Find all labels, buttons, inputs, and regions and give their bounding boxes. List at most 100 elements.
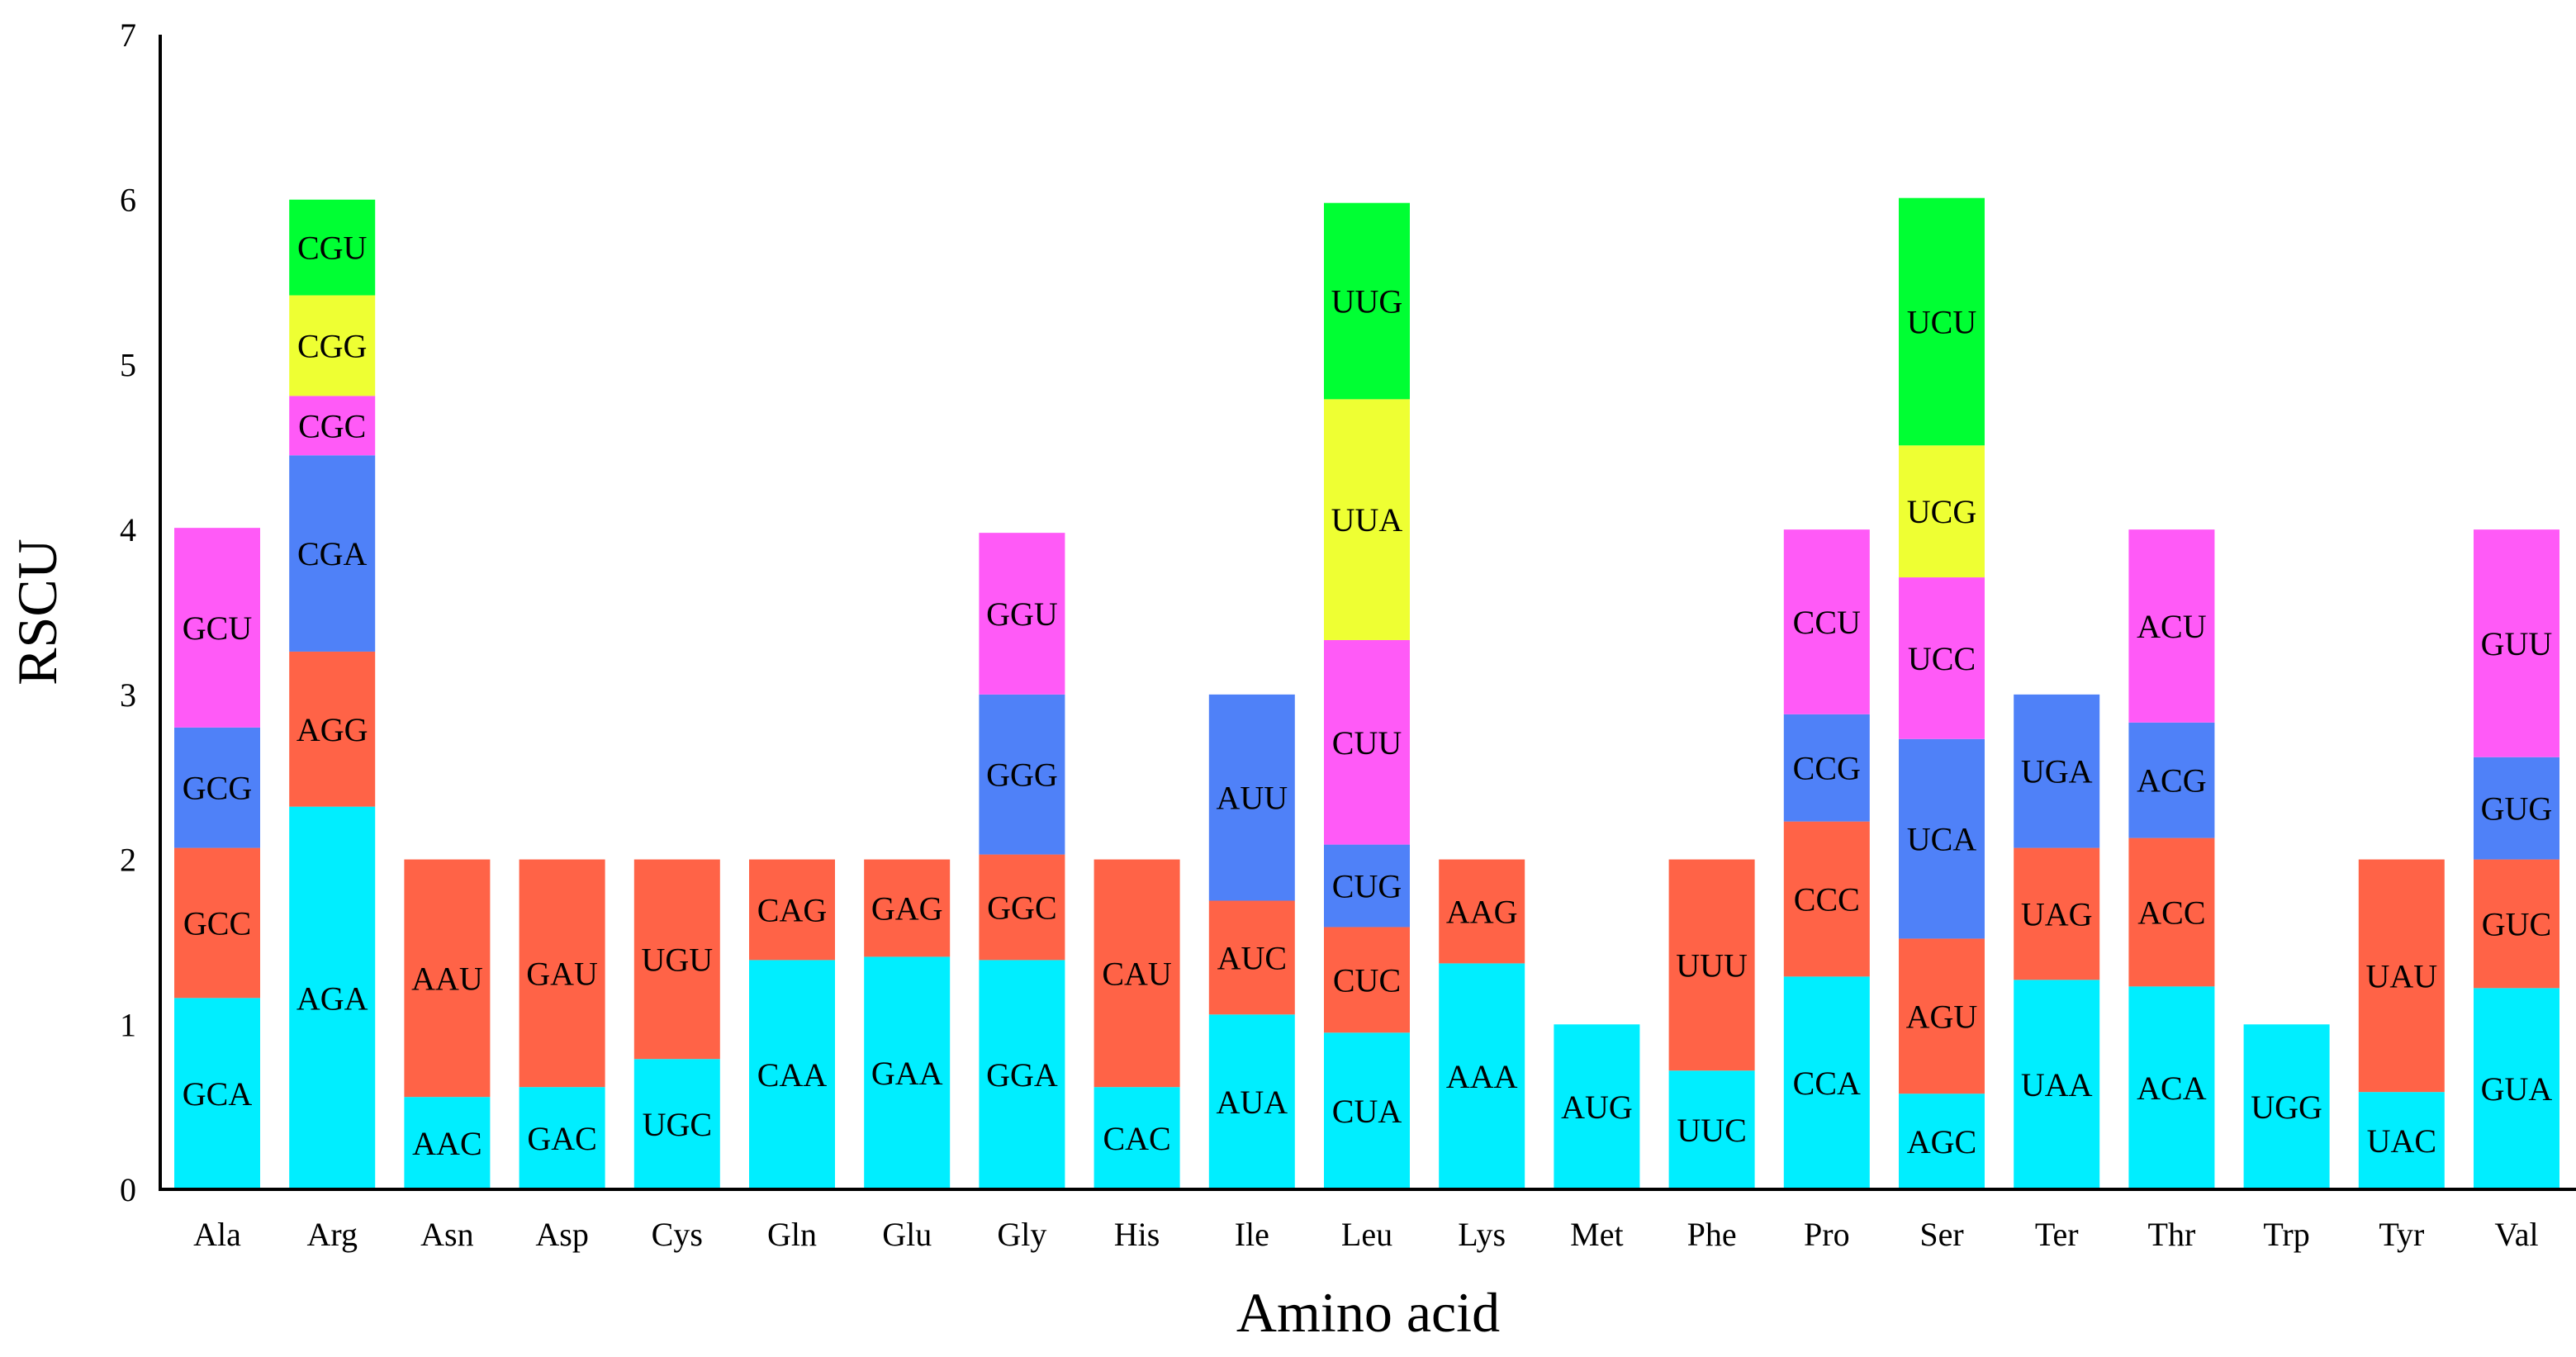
bar-segment-cgu — [289, 199, 376, 296]
segment-label-uca: UCA — [1907, 821, 1977, 858]
bar-segment-aca — [2128, 986, 2215, 1189]
bar-val: GUA GUC GUG GUU — [2474, 529, 2559, 1189]
segment-label-cca: CCA — [1793, 1065, 1861, 1102]
segment-label-aug: AUG — [1561, 1089, 1633, 1126]
x-tick-label-thr: Thr — [2148, 1216, 2196, 1253]
bar-segment-ugg — [2243, 1024, 2330, 1189]
bar-segment-agc — [1899, 1094, 1985, 1189]
bar-segment-uac — [2358, 1092, 2445, 1189]
x-tick-label-ser: Ser — [1919, 1216, 1963, 1253]
x-tick-label-gly: Gly — [997, 1216, 1046, 1253]
y-axis-title: RSCU — [6, 539, 69, 686]
segment-label-aau: AAU — [411, 960, 483, 997]
x-tick-label-val: Val — [2494, 1216, 2538, 1253]
bar-segment-guu — [2474, 529, 2559, 757]
x-tick-label-tyr: Tyr — [2379, 1216, 2424, 1253]
bar-segment-gca — [174, 998, 260, 1189]
y-tick-label: 3 — [120, 676, 136, 714]
bar-segment-gaa — [864, 956, 951, 1189]
bar-segment-aua — [1208, 1014, 1295, 1189]
segment-label-cau: CAU — [1102, 955, 1172, 992]
segment-label-cga: CGA — [297, 535, 368, 572]
bar-segment-aaa — [1439, 963, 1525, 1189]
bar-segment-uca — [1899, 738, 1985, 939]
bar-phe: UUC UUU — [1668, 859, 1755, 1189]
bar-segment-gag — [864, 859, 951, 957]
bars-layer: GCAGCCGCGGCUAGAAGGCGACGCCGGCGUAACAAUGACG… — [174, 197, 2559, 1189]
segment-label-ucc: UCC — [1908, 640, 1976, 677]
segment-label-acu: ACU — [2137, 608, 2207, 645]
y-tick-label: 0 — [120, 1171, 136, 1208]
x-tick-label-pro: Pro — [1804, 1216, 1850, 1253]
bar-segment-cca — [1783, 976, 1870, 1189]
segment-label-aca: ACA — [2137, 1070, 2207, 1107]
segment-label-gac: GAC — [527, 1120, 596, 1157]
y-tick-label: 6 — [120, 182, 136, 219]
segment-label-ggg: GGG — [986, 757, 1058, 794]
segment-label-ccu: CCU — [1793, 604, 1861, 641]
segment-label-agu: AGU — [1906, 998, 1978, 1035]
segment-label-aac: AAC — [412, 1125, 482, 1162]
segment-label-gcu: GCU — [183, 610, 253, 647]
bar-segment-uuu — [1668, 859, 1755, 1071]
x-tick-label-leu: Leu — [1341, 1216, 1392, 1253]
bar-segment-ggc — [979, 854, 1065, 961]
bar-segment-gua — [2474, 988, 2559, 1189]
bar-segment-aag — [1439, 859, 1525, 964]
bar-segment-cgc — [289, 396, 376, 456]
segment-label-uau: UAU — [2365, 957, 2437, 994]
segment-label-acg: ACG — [2137, 762, 2206, 799]
y-tick-label: 1 — [120, 1006, 136, 1043]
bar-segment-uga — [2014, 694, 2100, 848]
x-tick-label-met: Met — [1570, 1216, 1623, 1253]
segment-label-uuu: UUU — [1676, 947, 1748, 984]
segment-label-ccg: CCG — [1793, 750, 1861, 787]
x-tick-label-arg: Arg — [306, 1216, 357, 1253]
bar-ser: AGC AGU UCA UCC UCG UCU — [1899, 197, 1985, 1189]
bar-segment-ugc — [633, 1059, 720, 1189]
bar-segment-ucc — [1899, 577, 1985, 739]
segment-label-auu: AUU — [1216, 780, 1288, 817]
bar-segment-caa — [749, 960, 835, 1189]
bar-thr: ACA ACC ACG ACU — [2128, 529, 2215, 1189]
bar-segment-auu — [1208, 694, 1295, 901]
bar-segment-acu — [2128, 529, 2215, 723]
segment-label-cgg: CGG — [297, 327, 367, 364]
bar-segment-gcu — [174, 528, 260, 728]
segment-label-uga: UGA — [2021, 753, 2093, 790]
bar-segment-uaa — [2014, 980, 2100, 1189]
segment-label-uug: UUG — [1331, 283, 1403, 320]
bar-segment-uug — [1324, 202, 1410, 400]
bar-segment-ccu — [1783, 529, 1870, 714]
segment-label-aag: AAG — [1446, 893, 1518, 930]
segment-label-gga: GGA — [986, 1056, 1058, 1094]
bar-glu: GAA GAG — [864, 859, 951, 1189]
bar-segment-cua — [1324, 1032, 1410, 1189]
x-tick-label-his: His — [1114, 1216, 1160, 1253]
bar-arg: AGA AGG CGA CGC CGG CGU — [289, 199, 376, 1189]
segment-label-gaa: GAA — [871, 1055, 943, 1092]
segment-label-cua: CUA — [1332, 1093, 1402, 1130]
bar-segment-gug — [2474, 757, 2559, 860]
segment-label-gua: GUA — [2481, 1070, 2553, 1108]
segment-label-gca: GCA — [183, 1075, 253, 1113]
bar-segment-cga — [289, 455, 376, 652]
bar-pro: CCA CCC CCG CCU — [1783, 529, 1870, 1189]
bar-segment-acg — [2128, 722, 2215, 838]
bar-lys: AAA AAG — [1439, 859, 1525, 1189]
segment-label-auc: AUC — [1217, 939, 1287, 976]
segment-label-gau: GAU — [526, 955, 598, 992]
segment-label-aga: AGA — [297, 980, 368, 1017]
bar-segment-agu — [1899, 938, 1985, 1094]
segment-label-ggu: GGU — [986, 595, 1058, 633]
segment-label-caa: CAA — [757, 1056, 828, 1094]
segment-label-uuc: UUC — [1677, 1112, 1746, 1149]
segment-label-agc: AGC — [1907, 1123, 1976, 1160]
x-tick-label-gln: Gln — [767, 1216, 817, 1253]
x-axis-title: Amino acid — [1236, 1281, 1500, 1344]
bar-segment-acc — [2128, 837, 2215, 987]
segment-label-cgc: CGC — [298, 407, 366, 444]
segment-label-ucg: UCG — [1907, 493, 1976, 530]
bar-segment-uau — [2358, 859, 2445, 1093]
segment-label-acc: ACC — [2137, 894, 2205, 931]
